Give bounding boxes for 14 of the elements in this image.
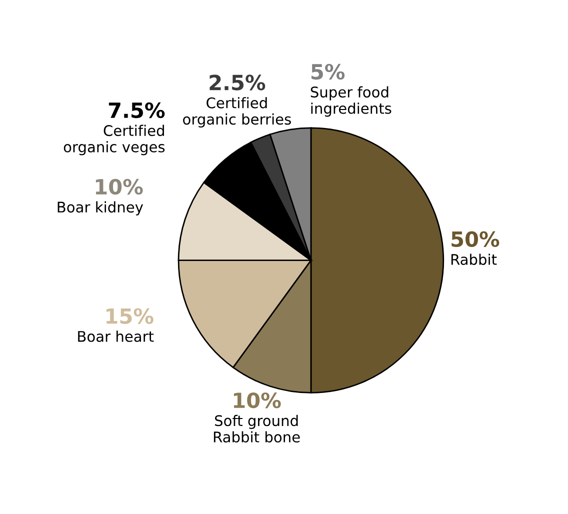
slice-label: Certified organic berries: [183, 97, 291, 128]
data-label: 10%: [96, 178, 143, 195]
slice-label: Certified organic veges: [64, 124, 165, 156]
slice-label: Boar kidney: [58, 201, 144, 216]
slice-label: Soft ground Rabbit bone: [214, 414, 300, 443]
data-label: 15%: [106, 308, 154, 324]
slice-label: Boar heart: [78, 330, 154, 342]
data-label: 7.5%: [108, 102, 165, 118]
data-label: 50%: [452, 231, 500, 248]
data-label: 10%: [234, 392, 281, 408]
slice-label: Super food ingredients: [310, 86, 392, 117]
slice-label: Rabbit: [451, 254, 497, 265]
data-label: 2.5%: [210, 74, 266, 90]
data-label: 5%: [312, 64, 345, 80]
